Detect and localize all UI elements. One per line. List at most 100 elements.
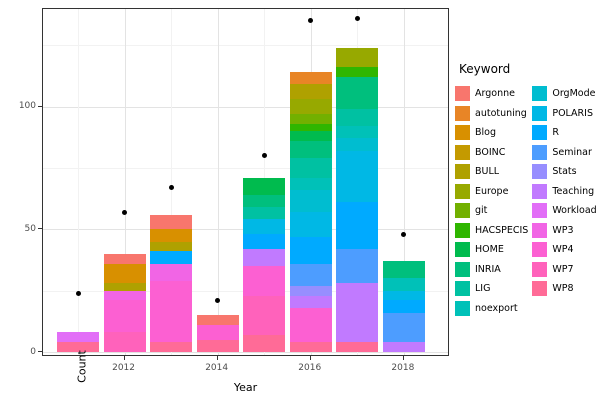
- bar-segment-2013-WP4: [150, 280, 193, 343]
- bar-segment-2018-R: [382, 300, 425, 313]
- legend-key-swatch: [455, 281, 470, 297]
- bar-segment-2017-LIG: [336, 108, 379, 127]
- legend-item-WP8: WP8: [532, 279, 596, 299]
- bar-segment-2017-Teaching: [336, 283, 379, 343]
- legend-item-WP7: WP7: [532, 260, 596, 280]
- bar-segment-2016-WP4: [289, 307, 332, 343]
- gridline-x-minor: [78, 9, 79, 355]
- x-axis-title: Year: [233, 381, 258, 394]
- y-tick-label: 50: [24, 223, 36, 234]
- bar-segment-2017-Seminar: [336, 248, 379, 284]
- legend-key-swatch: [532, 261, 548, 277]
- legend-item-label: autotuning: [475, 107, 527, 119]
- bar-segment-2015-Teaching: [243, 248, 286, 267]
- x-tick-mark: [123, 356, 125, 360]
- bar-segment-2013-BULL: [150, 241, 193, 252]
- legend-item-INRIA: INRIA: [455, 260, 528, 280]
- bar-segment-2016-noexport: [289, 177, 332, 190]
- legend-column-1: Argonne autotuning Blog BOINC BULL Europe git H…: [455, 84, 528, 318]
- legend-columns: Argonne autotuning Blog BOINC BULL Europe git H…: [455, 84, 600, 318]
- legend-item-Argonne: Argonne: [455, 84, 528, 104]
- legend-item-OrgMode: OrgMode: [532, 84, 596, 104]
- legend-item-label: INRIA: [475, 263, 501, 275]
- bar-segment-2016-LIG: [289, 158, 332, 178]
- legend-item-autotuning: autotuning: [455, 104, 528, 124]
- legend-item-label: WP3: [552, 224, 574, 236]
- x-tick-label: 2016: [298, 363, 322, 373]
- gridline-x-minor: [171, 9, 173, 355]
- bar-segment-2012-Blog: [103, 263, 146, 284]
- legend-key-swatch: [532, 222, 548, 238]
- bar-segment-2015-POLARIS: [243, 219, 286, 235]
- legend-item-label: git: [475, 205, 488, 217]
- legend-item-HOME: HOME: [455, 240, 528, 260]
- legend-item-Blog: Blog: [455, 123, 528, 143]
- legend-key-swatch: [532, 164, 548, 180]
- legend-item-LIG: LIG: [455, 279, 528, 299]
- gridline-y-minor: [43, 45, 448, 47]
- legend-key-swatch: [455, 183, 470, 199]
- bar-segment-2015-HOME: [243, 177, 286, 195]
- legend: Keyword Argonne autotuning Blog BOINC BULL Eu…: [455, 62, 600, 318]
- legend-item-POLARIS: POLARIS: [532, 104, 596, 124]
- legend-item-label: BOINC: [475, 146, 506, 158]
- bar-segment-2014-WP4: [196, 324, 239, 340]
- legend-item-label: POLARIS: [552, 107, 593, 119]
- legend-key-swatch: [532, 203, 548, 219]
- legend-item-label: WP7: [552, 263, 574, 275]
- legend-key-swatch: [532, 242, 548, 258]
- legend-item-git: git: [455, 201, 528, 221]
- bar-segment-2016-Teaching: [289, 295, 332, 308]
- legend-key-swatch: [532, 86, 548, 102]
- bar-segment-2014-WP8: [196, 339, 239, 352]
- bar-segment-2015-R: [243, 234, 286, 249]
- bar-segment-2018-Seminar: [382, 312, 425, 343]
- legend-item-label: HOME: [475, 244, 504, 256]
- legend-item-label: Blog: [475, 127, 496, 139]
- bar-segment-2012-BULL: [103, 283, 146, 291]
- legend-item-BOINC: BOINC: [455, 143, 528, 163]
- data-point-2014: [215, 297, 221, 303]
- legend-item-HACSPECIS: HACSPECIS: [455, 221, 528, 241]
- legend-item-BULL: BULL: [455, 162, 528, 182]
- bar-segment-2011-WP8: [57, 342, 99, 352]
- x-tick-mark: [402, 356, 404, 360]
- legend-key-swatch: [532, 125, 548, 141]
- bar-segment-2016-git: [289, 113, 332, 124]
- legend-item-label: Workload: [552, 205, 597, 217]
- bar-segment-2016-Seminar: [289, 263, 332, 286]
- data-point-2015: [261, 153, 267, 159]
- plot-panel: [42, 8, 449, 356]
- y-tick-mark: [38, 351, 42, 352]
- legend-item-label: Teaching: [552, 185, 595, 197]
- legend-item-label: WP8: [552, 283, 574, 295]
- bar-segment-2016-HOME: [289, 131, 332, 141]
- bar-segment-2016-autotuning: [289, 72, 332, 85]
- bar-segment-2015-WP4: [243, 266, 286, 296]
- bar-segment-2014-Argonne: [196, 315, 239, 325]
- data-point-2016: [308, 18, 314, 24]
- legend-key-swatch: [532, 183, 548, 199]
- gridline-x-major: [124, 9, 126, 355]
- legend-item-label: OrgMode: [552, 88, 596, 100]
- legend-item-Workload: Workload: [532, 201, 597, 221]
- legend-item-label: R: [552, 127, 559, 139]
- data-point-2018: [401, 231, 407, 237]
- bar-segment-2013-R: [150, 251, 193, 264]
- legend-item-WP4: WP4: [532, 240, 596, 260]
- bar-segment-2013-Blog: [150, 229, 193, 242]
- bar-segment-2017-WP8: [336, 342, 379, 352]
- bar-segment-2017-R: [336, 202, 379, 249]
- bar-segment-2015-INRIA: [243, 194, 286, 208]
- bar-segment-2015-WP8: [243, 334, 286, 352]
- legend-item-Teaching: Teaching: [532, 182, 596, 202]
- legend-item-label: noexport: [475, 302, 518, 314]
- legend-item-label: Argonne: [475, 88, 515, 100]
- x-tick-mark: [216, 356, 218, 360]
- bar-segment-2016-OrgMode: [289, 189, 332, 213]
- bar-segment-2012-Argonne: [103, 253, 146, 264]
- bar-segment-2016-HACSPECIS: [289, 123, 332, 132]
- legend-item-label: BULL: [475, 166, 500, 178]
- legend-item-label: HACSPECIS: [475, 224, 529, 236]
